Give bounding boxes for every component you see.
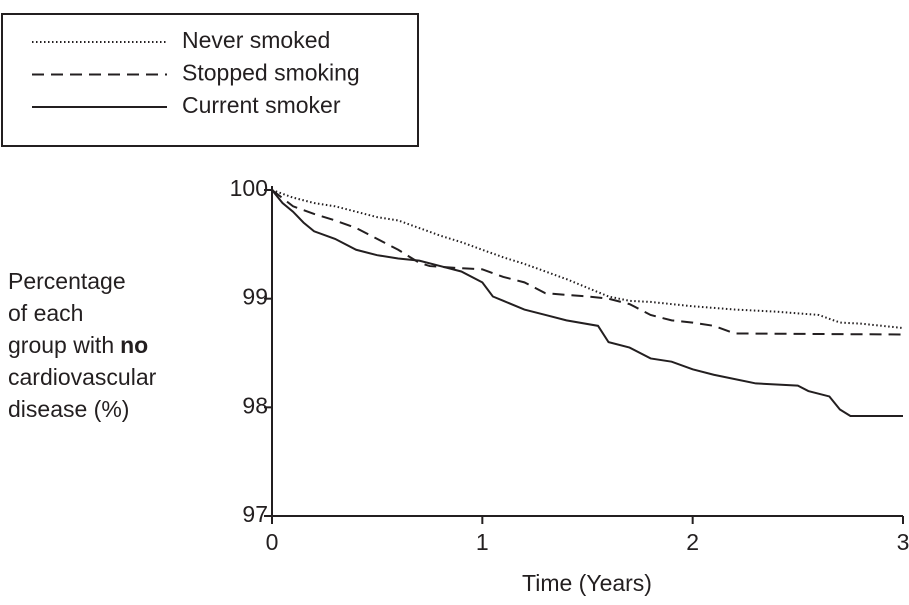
y-axis-label: cardiovascular [8,364,157,390]
y-tick-label: 98 [242,392,268,418]
series-line [271,189,904,330]
legend-label: Never smoked [182,27,330,53]
y-axis-label-bold: no [120,332,148,358]
y-axis-label: group with no [8,332,148,358]
y-axis-label: of each [8,300,83,326]
legend-label: Current smoker [182,92,341,118]
x-tick-label: 2 [686,529,699,555]
y-tick-label: 99 [242,284,268,310]
legend-label: Stopped smoking [182,60,360,86]
y-tick-label: 100 [230,175,268,201]
y-tick-label: 97 [242,501,268,527]
x-tick-label: 0 [266,529,279,555]
x-axis-label: Time (Years) [522,570,652,596]
legend-box [1,13,419,147]
y-axis-label: Percentage [8,268,126,294]
y-axis-label: disease (%) [8,396,129,422]
x-tick-label: 1 [476,529,489,555]
x-tick-label: 3 [897,529,909,555]
series-line [271,189,903,418]
series-line [271,189,904,336]
